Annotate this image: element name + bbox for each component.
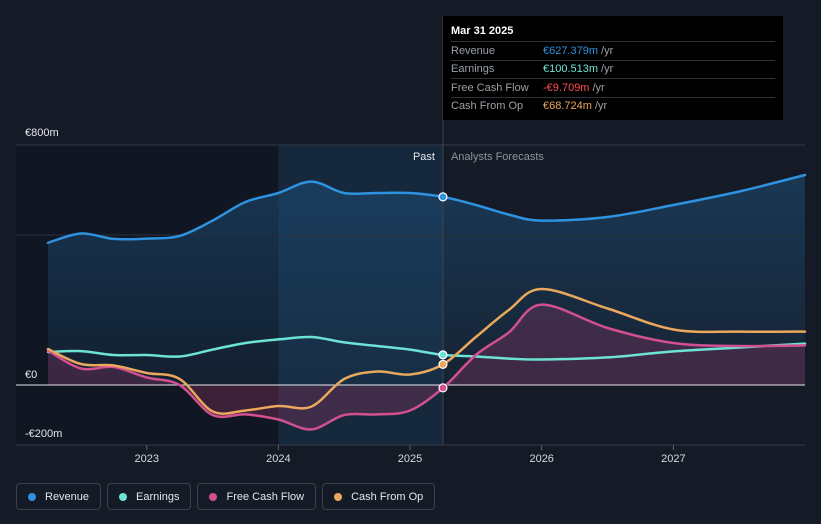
tooltip-label: Revenue	[451, 44, 496, 57]
y-tick-label: €0	[25, 369, 37, 381]
legend-label: Earnings	[136, 490, 180, 503]
revenue-area	[48, 175, 805, 385]
y-tick-label: €800m	[25, 127, 59, 139]
forecast-label: Analysts Forecasts	[451, 151, 544, 163]
series-line-revenue	[46, 173, 807, 245]
series-line-free-cash-flow	[46, 303, 807, 431]
legend-label: Revenue	[45, 490, 90, 503]
data-point-earnings	[438, 350, 448, 360]
tooltip-label: Cash From Op	[451, 100, 524, 113]
series-line-earnings	[46, 335, 807, 361]
x-tick-label: 2026	[529, 453, 553, 465]
tooltip-unit: /yr	[601, 44, 614, 57]
x-tick-label: 2027	[661, 453, 685, 465]
legend-item-cash-from-op[interactable]: Cash From Op	[322, 483, 436, 510]
data-point-cash-from-op	[438, 359, 448, 369]
tooltip-row-earnings: Earnings €100.513m /yr	[451, 59, 775, 79]
tooltip-unit: /yr	[601, 63, 614, 76]
tooltip-value: €100.513m	[543, 63, 599, 76]
x-tick-label: 2024	[266, 453, 290, 465]
legend: Revenue Earnings Free Cash Flow Cash Fro…	[16, 483, 436, 510]
tooltip-value: €627.379m	[543, 44, 599, 57]
legend-label: Cash From Op	[351, 490, 424, 503]
tooltip-unit: /yr	[592, 81, 605, 94]
legend-item-free-cash-flow[interactable]: Free Cash Flow	[197, 483, 317, 510]
legend-dot-icon	[119, 492, 128, 501]
tooltip-date: Mar 31 2025	[451, 25, 514, 37]
x-tick-label: 2023	[134, 453, 158, 465]
tooltip-label: Earnings	[451, 63, 495, 76]
tooltip-label: Free Cash Flow	[451, 81, 529, 94]
free-cash-flow-area	[48, 304, 805, 430]
past-label: Past	[413, 151, 435, 163]
legend-item-earnings[interactable]: Earnings	[107, 483, 192, 510]
data-point-free-cash-flow	[438, 383, 448, 393]
legend-dot-icon	[28, 492, 36, 501]
tooltip-row-revenue: Revenue €627.379m /yr	[451, 41, 775, 60]
y-tick-label: -€200m	[25, 428, 62, 440]
tooltip-row-free-cash-flow: Free Cash Flow -€9.709m /yr	[451, 78, 775, 97]
legend-dot-icon	[209, 492, 218, 501]
tooltip-value: -€9.709m	[543, 81, 590, 94]
tooltip-value: €68.724m	[543, 100, 592, 113]
tooltip-unit: /yr	[594, 100, 608, 113]
legend-item-revenue[interactable]: Revenue	[16, 483, 102, 510]
x-tick-label: 2025	[398, 453, 422, 465]
tooltip-row-cash-from-op: Cash From Op €68.724m /yr	[451, 96, 775, 116]
legend-dot-icon	[334, 492, 343, 501]
data-point-revenue	[438, 192, 448, 202]
series-line-cash-from-op	[46, 287, 807, 415]
legend-label: Free Cash Flow	[226, 490, 305, 503]
tooltip: Mar 31 2025 Revenue €627.379m /yr Earnin…	[443, 16, 783, 120]
